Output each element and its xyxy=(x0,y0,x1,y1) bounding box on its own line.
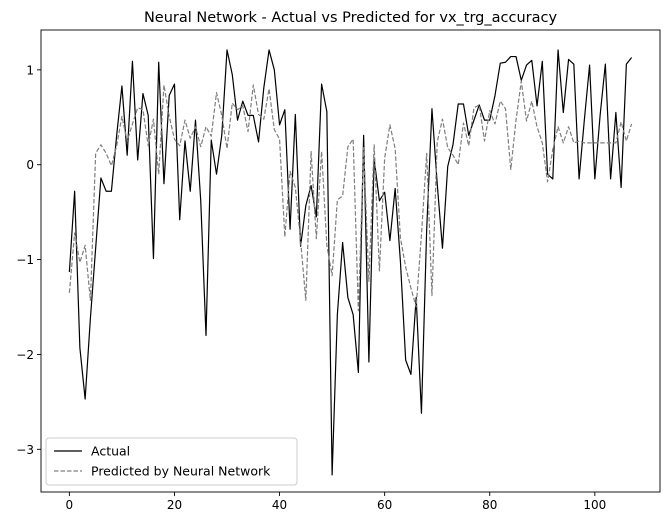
y-tick-label: −2 xyxy=(16,348,34,362)
series-predicted-line xyxy=(68,80,633,312)
y-tick-label: −3 xyxy=(16,443,34,457)
legend-actual-label: Actual xyxy=(91,444,130,459)
x-tick-label: 100 xyxy=(583,498,606,512)
x-tick-label: 60 xyxy=(377,498,392,512)
x-tick-label: 20 xyxy=(167,498,182,512)
y-tick-label: 1 xyxy=(26,63,34,77)
axes-frame xyxy=(40,29,661,493)
plot-area xyxy=(68,49,633,476)
axes: 0 20 40 60 80 100 −3 −2 −1 0 1 xyxy=(16,29,661,512)
legend: Actual Predicted by Neural Network xyxy=(45,437,298,486)
chart-title: Neural Network - Actual vs Predicted for… xyxy=(144,10,558,26)
legend-frame xyxy=(45,437,298,486)
y-tick-label: −1 xyxy=(16,253,34,267)
legend-predicted-label: Predicted by Neural Network xyxy=(91,464,271,479)
x-tick-label: 0 xyxy=(66,498,74,512)
series-actual-line xyxy=(68,49,633,476)
y-tick-label: 0 xyxy=(26,158,34,172)
x-tick-label: 40 xyxy=(272,498,287,512)
x-tick-label: 80 xyxy=(482,498,497,512)
